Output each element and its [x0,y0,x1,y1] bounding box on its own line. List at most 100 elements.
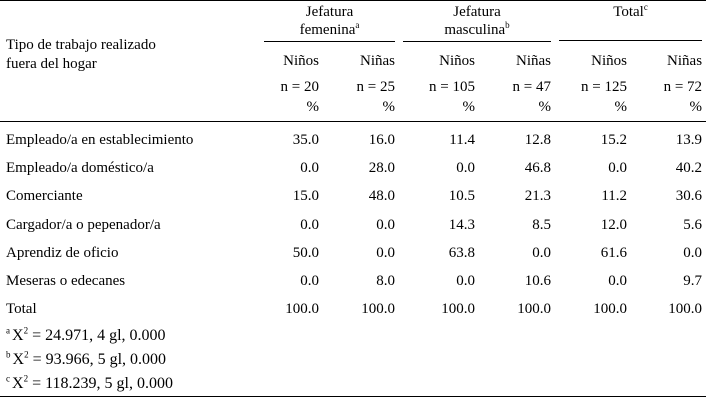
footnote-row: b X2 = 93.966, 5 gl, 0.000 [0,348,706,372]
group-3-sup: c [643,2,648,12]
n-ninas-masc: n = 47 [512,78,552,95]
table-cell: 61.6 [600,244,628,261]
table-cell: 46.8 [524,159,552,176]
table-cell: 48.0 [368,188,395,205]
footnote-text: = 24.971, 4 gl, 0.000 [28,327,166,345]
table-cell: 40.2 [675,159,703,176]
row-label: Aprendiz de oficio [6,244,119,261]
pct-ninas-fem: % [323,99,399,122]
subcol-ninos-total: Niños [591,53,628,69]
header-subcol-row: Niños Niñas Niños Niñas Niños Niñas [0,45,706,75]
group-1-sup: a [355,20,360,30]
table-cell: 14.3 [448,216,475,233]
group-2-line-1: Jefatura [453,4,501,20]
table-cell: 50.0 [292,244,319,261]
table-row: Total 100.0 100.0 100.0 100.0 100.0 100.0 [0,296,706,324]
table-cell: 0.0 [300,216,319,233]
n-ninas-fem: n = 25 [356,78,395,95]
group-1-line-2: femenina [299,22,356,38]
table-cell: 100.0 [517,301,552,318]
pct-ninas-masc: % [479,99,556,122]
table-cell: 100.0 [668,301,703,318]
subcol-ninos-fem: Niños [283,53,319,69]
table-cell: 10.5 [448,188,475,205]
group-2-sup: b [505,20,510,30]
table-cell: 0.0 [376,216,395,233]
footnote-row: c X2 = 118.239, 5 gl, 0.000 [0,372,707,398]
chi-symbol: X [12,375,24,393]
table-body: Empleado/a en establecimiento 35.0 16.0 11.… [0,122,707,398]
group-header-total: Totalc [555,0,707,45]
chi-exponent: 2 [23,325,29,336]
pct-ninos-fem: % [250,99,323,122]
header-group-row: Tipo de trabajo realizado fuera del hoga… [0,0,707,75]
table-cell: 0.0 [456,159,475,176]
footnote-text: = 118.239, 5 gl, 0.000 [28,375,173,393]
row-label: Empleado/a en establecimiento [6,131,194,148]
pct-ninas-total: % [631,99,707,122]
table-cell: 12.8 [524,131,552,148]
table-row: Empleado/a en establecimiento 35.0 16.0 11.… [0,122,706,155]
row-label-line-1: Tipo de trabajo realizado [6,37,156,53]
subcol-ninas-masc: Niñas [516,53,552,69]
footnote-text: = 93.966, 5 gl, 0.000 [28,351,167,369]
table-cell: 15.2 [600,131,628,148]
table-row: Cargador/a o pepenador/a 0.0 0.0 14.3 8.5 12.… [0,211,706,239]
group-1-line-1: Jefatura [305,4,354,20]
row-label: Meseras o edecanes [6,273,126,290]
table-cell: 0.0 [683,244,703,261]
table-row: Empleado/a doméstico/a 0.0 28.0 0.0 46.8 0.0 4… [0,154,706,182]
n-ninos-fem: n = 20 [280,78,319,95]
table-row: Comerciante 15.0 48.0 10.5 21.3 11.2 30.6 [0,183,706,211]
footnote-marker: a [6,325,10,336]
table-cell: 100.0 [361,301,395,318]
table-cell: 5.6 [683,216,703,233]
table-cell: 0.0 [532,244,552,261]
group-header-jefatura-femenina: Jefatura femeninaa [250,0,399,45]
table-cell: 28.0 [368,159,395,176]
table-cell: 10.6 [524,273,552,290]
table-row: Aprendiz de oficio 50.0 0.0 63.8 0.0 61.6 0.0 [0,239,706,267]
table-cell: 100.0 [441,301,475,318]
table-cell: 21.3 [524,188,552,205]
table-cell: 11.2 [601,188,628,205]
work-type-table: Tipo de trabajo realizado fuera del hoga… [0,0,707,398]
group-3-line-1: Total [613,4,644,20]
table-cell: 8.0 [376,273,395,290]
table-row: Meseras o edecanes 0.0 8.0 0.0 10.6 0.0 9.7 [0,267,706,295]
header-pct-row: % % % % % % [0,99,707,122]
table-cell: 0.0 [300,273,319,290]
chi-symbol: X [12,351,25,369]
row-label-header: Tipo de trabajo realizado fuera del hoga… [0,0,250,75]
table-cell: 100.0 [285,301,319,318]
subcol-ninos-masc: Niños [439,53,475,69]
row-label: Empleado/a doméstico/a [6,159,154,176]
subcol-ninas-total: Niñas [667,53,703,69]
n-ninos-masc: n = 105 [429,78,475,95]
table-cell: 13.9 [675,131,703,148]
footnote-marker: b [6,349,11,360]
row-label: Cargador/a o pepenador/a [6,216,161,233]
subcol-ninas-fem: Niñas [360,53,395,69]
table-cell: 15.0 [292,188,319,205]
table-cell: 8.5 [532,216,552,233]
table-cell: 0.0 [456,273,475,290]
footnote-row: a X2 = 24.971, 4 gl, 0.000 [0,324,706,348]
group-header-jefatura-masculina: Jefatura masculinab [399,0,556,45]
footnote-marker: c [6,373,10,384]
table-cell: 100.0 [593,301,628,318]
table-cell: 9.7 [683,273,703,290]
chi-exponent: 2 [23,373,29,384]
pct-ninos-total: % [555,99,632,122]
chi-exponent: 2 [24,349,29,360]
footnote: c X2 = 118.239, 5 gl, 0.000 [0,372,707,398]
table-cell: 0.0 [376,244,395,261]
row-label-line-2: fuera del hogar [6,56,97,72]
table-cell: 35.0 [292,131,319,148]
pct-ninos-masc: % [399,99,479,122]
table-cell: 0.0 [608,273,628,290]
footnote: b X2 = 93.966, 5 gl, 0.000 [0,348,706,372]
row-label: Comerciante [6,188,83,205]
table-cell: 0.0 [300,159,319,176]
